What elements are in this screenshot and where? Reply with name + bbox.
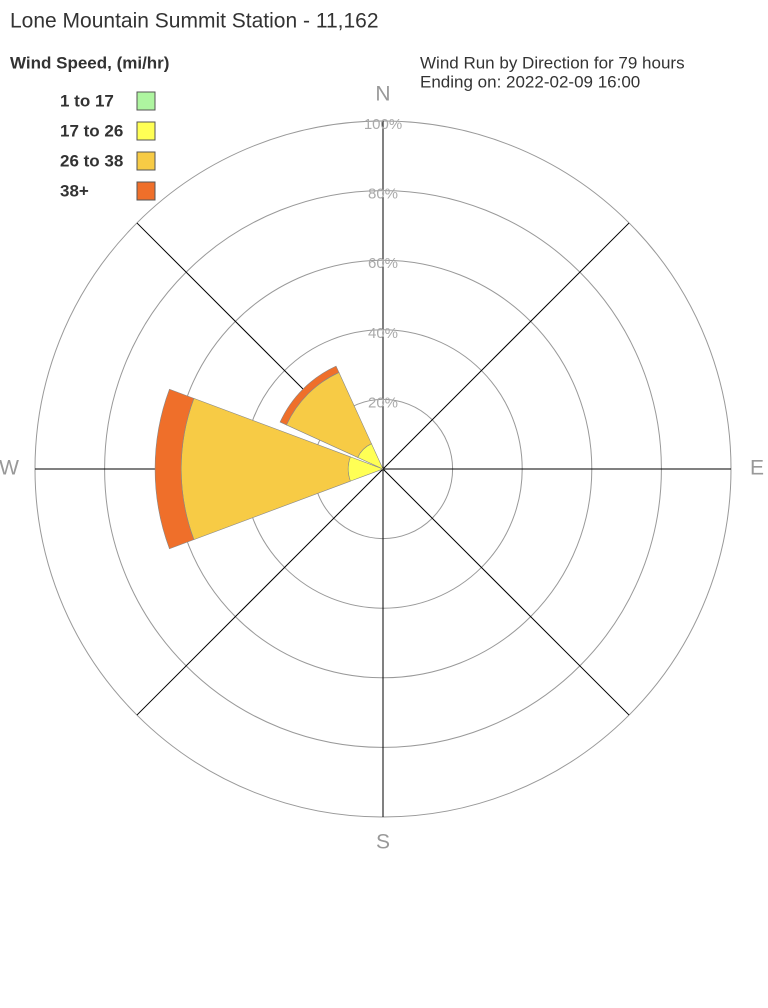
spoke: [136, 468, 384, 716]
subtitle: Ending on: 2022-02-09 16:00: [420, 72, 640, 91]
direction-label: N: [375, 83, 390, 106]
wedge-segment: [154, 388, 195, 550]
direction-label: E: [750, 457, 764, 480]
r-tick-label: 80%: [368, 186, 398, 203]
r-tick-label: 40%: [368, 325, 398, 342]
legend-swatch: [136, 121, 156, 141]
spoke: [382, 468, 630, 716]
chart-title: Lone Mountain Summit Station - 11,162: [10, 10, 379, 33]
legend-swatch: [136, 91, 156, 111]
subtitle: Wind Run by Direction for 79 hours: [420, 53, 685, 72]
legend-title: Wind Speed, (mi/hr): [10, 53, 169, 72]
direction-label: S: [376, 831, 390, 854]
legend-label: 1 to 17: [60, 91, 114, 110]
legend-label: 26 to 38: [60, 151, 123, 170]
direction-label: W: [0, 457, 19, 480]
wedge-segment: [279, 365, 340, 426]
spoke: [382, 222, 630, 470]
r-tick-label: 60%: [368, 255, 398, 272]
legend-swatch: [136, 151, 156, 171]
legend-label: 17 to 26: [60, 121, 123, 140]
legend-swatch: [136, 181, 156, 201]
r-tick-label: 20%: [368, 394, 398, 411]
legend-label: 38+: [60, 181, 89, 200]
r-tick-label: 100%: [364, 116, 402, 133]
